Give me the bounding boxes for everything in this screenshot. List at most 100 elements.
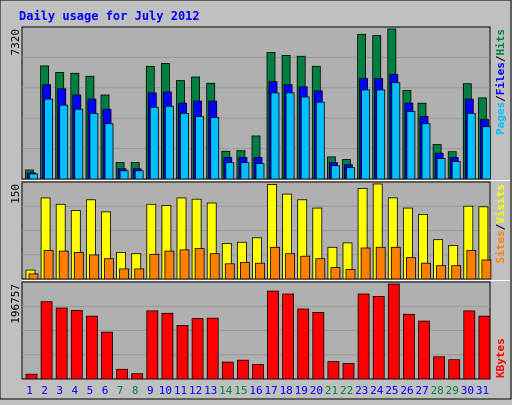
- bar-pages-day-13: [210, 117, 220, 180]
- x-tick-label-day-16: 16: [249, 384, 262, 397]
- x-tick-label-day-26: 26: [400, 384, 413, 397]
- bar-pages-day-7: [119, 170, 129, 180]
- bar-kbytes-day-15: [236, 359, 249, 380]
- bar-kbytes-day-10: [161, 312, 174, 380]
- bar-pages-day-10: [164, 105, 174, 180]
- bar-kbytes-day-24: [372, 295, 385, 380]
- bar-sites-day-31: [481, 259, 492, 280]
- bar-kbytes-day-30: [463, 310, 476, 380]
- x-tick-label-day-11: 11: [174, 384, 187, 397]
- bar-pages-day-17: [270, 92, 280, 180]
- bar-kbytes-day-31: [478, 315, 491, 380]
- bar-sites-day-14: [224, 263, 235, 280]
- bar-sites-day-16: [255, 262, 265, 280]
- bar-kbytes-day-12: [191, 318, 204, 380]
- legend-slash: /: [494, 95, 507, 102]
- bar-sites-day-4: [73, 251, 84, 280]
- bar-pages-day-29: [451, 161, 461, 180]
- bar-sites-day-11: [179, 249, 190, 280]
- bar-kbytes-day-25: [387, 283, 400, 380]
- bar-sites-day-19: [300, 255, 311, 280]
- bar-sites-day-28: [436, 265, 447, 280]
- y-max-label: 150: [9, 184, 22, 204]
- bar-kbytes-day-14: [221, 361, 234, 380]
- bar-kbytes-day-26: [402, 313, 415, 380]
- bar-pages-day-8: [134, 170, 144, 180]
- bar-sites-day-9: [149, 253, 160, 280]
- bar-sites-day-2: [43, 250, 54, 280]
- bar-sites-day-1: [28, 273, 39, 280]
- bar-kbytes-day-29: [448, 359, 461, 380]
- bar-pages-day-23: [361, 89, 371, 180]
- x-tick-label-day-19: 19: [295, 384, 308, 397]
- x-axis-labels: 1 2 3 4 5 6 7 8 9 10 11 12 13 14 15 16 17 18 19 20 21 22 23 24 2…: [26, 384, 489, 397]
- x-tick-label-day-2: 2: [41, 384, 48, 397]
- legend-entry-visits: Visits: [494, 184, 507, 224]
- bar-kbytes-day-17: [267, 290, 279, 380]
- x-tick-label-day-18: 18: [280, 384, 293, 397]
- bar-sites-day-8: [134, 268, 145, 280]
- bar-sites-day-5: [89, 254, 99, 280]
- bar-kbytes-day-23: [357, 293, 370, 380]
- x-tick-label-day-1: 1: [26, 384, 33, 397]
- x-tick-label-day-21: 21: [325, 384, 338, 397]
- bar-pages-day-1: [29, 173, 38, 180]
- bar-kbytes-day-3: [55, 307, 68, 380]
- bar-sites-day-21: [330, 267, 341, 280]
- panel-visits-sites: 150: [9, 181, 492, 280]
- legend-visits-sites: Sites/Visits: [494, 184, 507, 264]
- bar-pages-day-27: [421, 123, 431, 180]
- chart-title: Daily usage for July 2012: [19, 9, 200, 23]
- x-tick-label-day-13: 13: [204, 384, 217, 397]
- bar-kbytes-day-21: [327, 361, 340, 380]
- bar-pages-day-26: [406, 111, 416, 180]
- bar-kbytes-day-16: [252, 364, 264, 380]
- bar-pages-day-5: [89, 113, 99, 180]
- bar-sites-day-26: [405, 257, 416, 280]
- legend-slash: /: [494, 223, 507, 230]
- bar-pages-day-25: [391, 82, 401, 180]
- bar-kbytes-day-19: [297, 308, 310, 380]
- legend-slash: /: [494, 55, 507, 62]
- bar-kbytes-day-7: [116, 368, 128, 380]
- x-tick-label-day-22: 22: [340, 384, 353, 397]
- bar-pages-day-9: [149, 106, 159, 180]
- bar-kbytes-day-4: [70, 309, 83, 380]
- bar-sites-day-17: [270, 246, 280, 280]
- bar-sites-day-15: [239, 262, 250, 280]
- bar-pages-day-14: [225, 162, 235, 180]
- bar-sites-day-6: [104, 258, 114, 280]
- y-max-label: 196757: [9, 284, 22, 324]
- bar-kbytes-day-6: [101, 331, 113, 380]
- x-tick-label-day-7: 7: [117, 384, 124, 397]
- bar-pages-day-16: [255, 163, 265, 180]
- bar-kbytes-day-13: [206, 317, 219, 380]
- bar-sites-day-22: [345, 269, 356, 280]
- x-tick-label-day-17: 17: [264, 384, 277, 397]
- x-tick-label-day-14: 14: [219, 384, 233, 397]
- bar-pages-day-11: [180, 113, 189, 180]
- y-max-label: 7320: [9, 29, 22, 56]
- bar-pages-day-19: [300, 96, 310, 180]
- bar-pages-day-20: [315, 101, 325, 180]
- panel-kbytes: 196757: [9, 281, 491, 380]
- legend-hits-files-pages: Pages/Files/Hits: [494, 29, 507, 135]
- bar-kbytes-day-8: [131, 373, 144, 380]
- x-tick-label-day-5: 5: [87, 384, 94, 397]
- bar-kbytes-day-5: [86, 315, 98, 380]
- bar-kbytes-day-9: [146, 310, 159, 380]
- x-tick-label-day-3: 3: [56, 384, 63, 397]
- x-tick-label-day-9: 9: [147, 384, 154, 397]
- x-tick-label-day-12: 12: [189, 384, 202, 397]
- bar-pages-day-31: [481, 126, 491, 180]
- x-tick-label-day-31: 31: [476, 384, 489, 397]
- x-tick-label-day-20: 20: [310, 384, 323, 397]
- bar-kbytes-day-2: [40, 301, 53, 380]
- bar-pages-day-21: [330, 165, 340, 180]
- x-tick-label-day-10: 10: [159, 384, 172, 397]
- x-tick-label-day-6: 6: [102, 384, 109, 397]
- bar-sites-day-27: [421, 262, 431, 280]
- bar-sites-day-30: [466, 250, 477, 280]
- bar-kbytes-day-1: [25, 373, 38, 380]
